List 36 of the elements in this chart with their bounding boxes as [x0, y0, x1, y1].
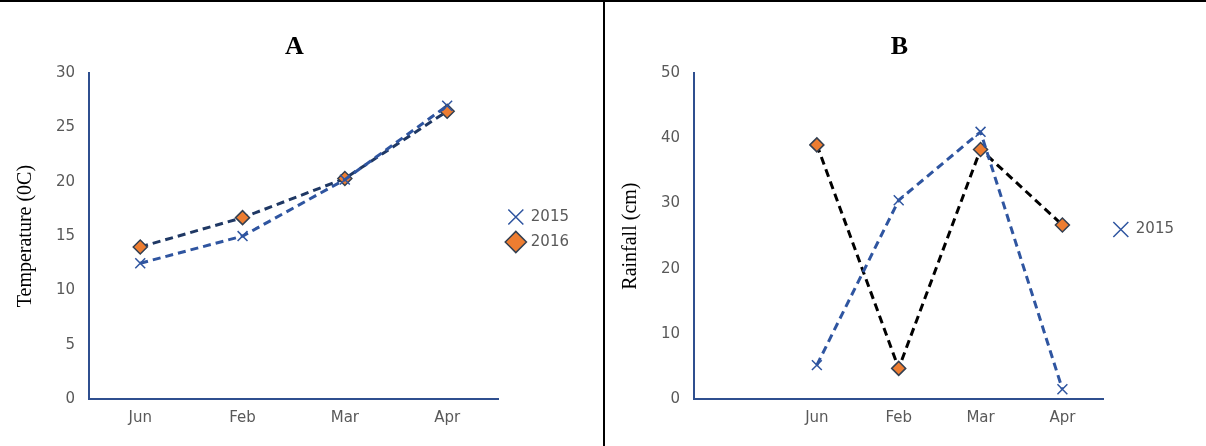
point — [1056, 383, 1069, 395]
x-tick-label: Feb — [229, 407, 256, 426]
x-tick-label: Apr — [1049, 407, 1077, 426]
point — [893, 194, 905, 206]
point — [234, 209, 251, 226]
y-tick-label: 10 — [55, 280, 76, 299]
y-tick-label: 40 — [660, 128, 681, 147]
y-tick-label: 25 — [55, 117, 76, 136]
y-axis-title: Temperature (0C) — [13, 164, 37, 308]
legend-label: 2015 — [530, 206, 570, 225]
y-tick-label: 0 — [670, 388, 681, 407]
x-tick-label: Jun — [127, 407, 152, 426]
y-tick-label: 5 — [65, 334, 76, 353]
point — [974, 126, 987, 138]
point — [811, 359, 823, 371]
y-tick-label: 50 — [660, 63, 681, 82]
x-tick-label: Feb — [885, 407, 912, 426]
point — [134, 257, 146, 269]
y-tick-label: 30 — [55, 63, 76, 82]
x-tick-label: Apr — [434, 407, 461, 426]
x-tick-label: Jun — [804, 407, 829, 426]
point — [236, 230, 249, 242]
y-axis-title: Rainfall (cm) — [618, 182, 642, 290]
y-tick-label: 30 — [660, 193, 681, 212]
x-tick-label: Mar — [966, 407, 996, 426]
chart-title: B — [890, 31, 909, 61]
y-tick-label: 20 — [660, 258, 681, 277]
x-tick-label: Mar — [330, 407, 360, 426]
legend-label: 2015 — [1135, 219, 1175, 238]
y-tick-label: 15 — [55, 225, 76, 244]
point — [132, 239, 148, 255]
chart-title: A — [285, 31, 305, 61]
y-tick-label: 10 — [660, 323, 681, 342]
y-tick-label: 0 — [65, 388, 76, 407]
y-tick-label: 20 — [55, 171, 76, 190]
legend-label: 2016 — [530, 231, 570, 250]
